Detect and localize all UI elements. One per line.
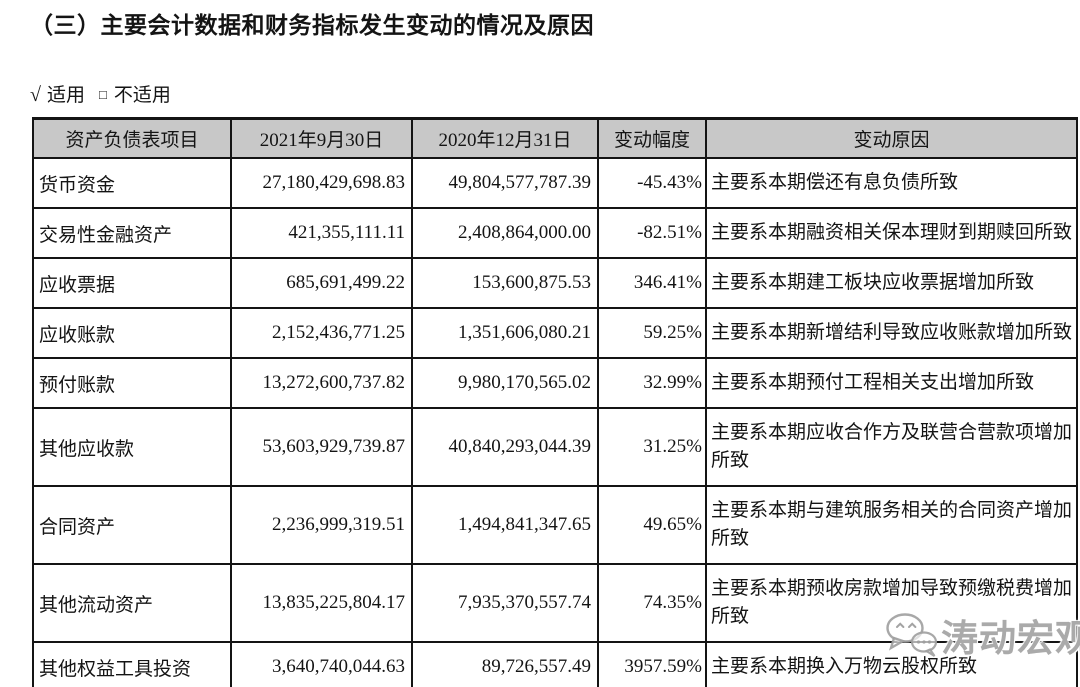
- change-percent-cell: 3957.59%: [597, 641, 707, 687]
- value-2020-12-31-cell: 89,726,557.49: [411, 641, 599, 687]
- value-2021-09-30-cell: 27,180,429,698.83: [230, 157, 413, 209]
- table-header-row: 资产负债表项目 2021年9月30日 2020年12月31日 变动幅度 变动原因: [32, 117, 1078, 159]
- change-reason-cell: 主要系本期建工板块应收票据增加所致: [705, 257, 1078, 309]
- table-row: 交易性金融资产 421,355,111.11 2,408,864,000.00 -82…: [32, 207, 1078, 259]
- change-reason-cell: 主要系本期融资相关保本理财到期赎回所致: [705, 207, 1078, 259]
- table-row: 货币资金 27,180,429,698.83 49,804,577,787.39 -4…: [32, 157, 1078, 209]
- applicability-line: √ 适用 □ 不适用: [30, 80, 171, 107]
- table-row: 合同资产 2,236,999,319.51 1,494,841,347.65 49.6…: [32, 485, 1078, 565]
- value-2020-12-31-cell: 49,804,577,787.39: [411, 157, 599, 209]
- table-row: 其他流动资产 13,835,225,804.17 7,935,370,557.74 7…: [32, 563, 1078, 643]
- value-2020-12-31-cell: 153,600,875.53: [411, 257, 599, 309]
- table-row: 应收账款 2,152,436,771.25 1,351,606,080.21 59.2…: [32, 307, 1078, 359]
- table-row: 应收票据 685,691,499.22 153,600,875.53 346.41% 主…: [32, 257, 1078, 309]
- change-percent-cell: 59.25%: [597, 307, 707, 359]
- value-2020-12-31-cell: 1,494,841,347.65: [411, 485, 599, 565]
- item-cell: 应收账款: [32, 307, 232, 359]
- column-header-reason: 变动原因: [705, 117, 1078, 159]
- value-2021-09-30-cell: 421,355,111.11: [230, 207, 413, 259]
- item-cell: 交易性金融资产: [32, 207, 232, 259]
- change-reason-cell: 主要系本期预付工程相关支出增加所致: [705, 357, 1078, 409]
- change-reason-cell: 主要系本期应收合作方及联营合营款项增加所致: [705, 407, 1078, 487]
- value-2020-12-31-cell: 7,935,370,557.74: [411, 563, 599, 643]
- value-2021-09-30-cell: 2,152,436,771.25: [230, 307, 413, 359]
- item-cell: 应收票据: [32, 257, 232, 309]
- value-2020-12-31-cell: 40,840,293,044.39: [411, 407, 599, 487]
- change-percent-cell: -82.51%: [597, 207, 707, 259]
- value-2021-09-30-cell: 685,691,499.22: [230, 257, 413, 309]
- column-header-2021-09-30: 2021年9月30日: [230, 117, 413, 159]
- value-2021-09-30-cell: 3,640,740,044.63: [230, 641, 413, 687]
- applicable-label: 适用: [46, 85, 85, 106]
- value-2021-09-30-cell: 2,236,999,319.51: [230, 485, 413, 565]
- item-cell: 其他权益工具投资: [32, 641, 232, 687]
- table-row: 其他应收款 53,603,929,739.87 40,840,293,044.39 3…: [32, 407, 1078, 487]
- change-percent-cell: 74.35%: [597, 563, 707, 643]
- value-2021-09-30-cell: 53,603,929,739.87: [230, 407, 413, 487]
- check-mark-icon: √: [30, 84, 41, 106]
- change-percent-cell: 346.41%: [597, 257, 707, 309]
- value-2020-12-31-cell: 9,980,170,565.02: [411, 357, 599, 409]
- value-2021-09-30-cell: 13,835,225,804.17: [230, 563, 413, 643]
- change-reason-cell: 主要系本期与建筑服务相关的合同资产增加所致: [705, 485, 1078, 565]
- not-applicable-label: 不适用: [113, 85, 171, 106]
- section-title: （三）主要会计数据和财务指标发生变动的情况及原因: [30, 13, 594, 38]
- change-reason-cell: 主要系本期偿还有息负债所致: [705, 157, 1078, 209]
- table-row: 其他权益工具投资 3,640,740,044.63 89,726,557.49 395…: [32, 641, 1078, 687]
- value-2020-12-31-cell: 1,351,606,080.21: [411, 307, 599, 359]
- change-reason-cell: 主要系本期换入万物云股权所致: [705, 641, 1078, 687]
- value-2020-12-31-cell: 2,408,864,000.00: [411, 207, 599, 259]
- checkbox-empty-icon: □: [99, 87, 107, 102]
- change-percent-cell: 49.65%: [597, 485, 707, 565]
- column-header-2020-12-31: 2020年12月31日: [411, 117, 599, 159]
- value-2021-09-30-cell: 13,272,600,737.82: [230, 357, 413, 409]
- change-reason-cell: 主要系本期新增结利导致应收账款增加所致: [705, 307, 1078, 359]
- change-percent-cell: 32.99%: [597, 357, 707, 409]
- table-row: 预付账款 13,272,600,737.82 9,980,170,565.02 32.…: [32, 357, 1078, 409]
- column-header-change: 变动幅度: [597, 117, 707, 159]
- item-cell: 合同资产: [32, 485, 232, 565]
- item-cell: 其他流动资产: [32, 563, 232, 643]
- item-cell: 预付账款: [32, 357, 232, 409]
- balance-sheet-change-table: 资产负债表项目 2021年9月30日 2020年12月31日 变动幅度 变动原因…: [32, 117, 1078, 687]
- item-cell: 货币资金: [32, 157, 232, 209]
- item-cell: 其他应收款: [32, 407, 232, 487]
- change-percent-cell: 31.25%: [597, 407, 707, 487]
- column-header-item: 资产负债表项目: [32, 117, 232, 159]
- change-reason-cell: 主要系本期预收房款增加导致预缴税费增加所致: [705, 563, 1078, 643]
- change-percent-cell: -45.43%: [597, 157, 707, 209]
